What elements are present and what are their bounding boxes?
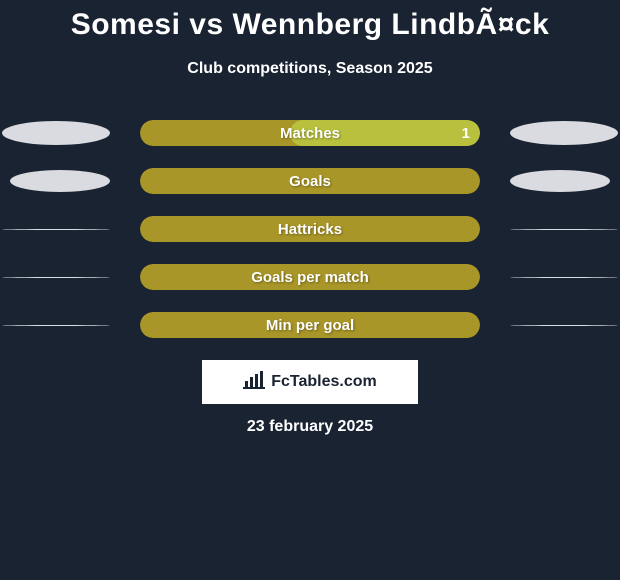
- bar-value-right: 1: [462, 120, 470, 146]
- stat-bar: Min per goal: [140, 312, 480, 338]
- ellipse-placeholder: [510, 325, 618, 326]
- chart-icon: [243, 371, 265, 394]
- ellipse-placeholder: [510, 277, 618, 278]
- ellipse-placeholder: [510, 229, 618, 230]
- ellipse-placeholder: [2, 325, 110, 326]
- logo-inner: FcTables.com: [243, 371, 377, 394]
- stat-row: Goals per match: [0, 264, 620, 290]
- stat-bar: Goals: [140, 168, 480, 194]
- stat-rows: Matches1 Goals Hattricks Goals per match Min…: [0, 120, 620, 338]
- player-left-ellipse: [10, 170, 110, 192]
- stat-bar: Hattricks: [140, 216, 480, 242]
- ellipse-placeholder: [2, 229, 110, 230]
- page-title: Somesi vs Wennberg LindbÃ¤ck: [0, 8, 620, 42]
- stat-row: Hattricks: [0, 216, 620, 242]
- bar-label: Goals: [140, 168, 480, 194]
- stat-bar: Goals per match: [140, 264, 480, 290]
- logo-text: FcTables.com: [271, 373, 377, 391]
- stat-row: Matches1: [0, 120, 620, 146]
- stat-row: Min per goal: [0, 312, 620, 338]
- stat-row: Goals: [0, 168, 620, 194]
- player-right-ellipse: [510, 121, 618, 145]
- bar-label: Goals per match: [140, 264, 480, 290]
- infographic-container: Somesi vs Wennberg LindbÃ¤ck Club compet…: [0, 0, 620, 436]
- ellipse-placeholder: [2, 277, 110, 278]
- player-right-ellipse: [510, 170, 610, 192]
- bar-label: Hattricks: [140, 216, 480, 242]
- stat-bar: Matches1: [140, 120, 480, 146]
- subtitle: Club competitions, Season 2025: [0, 60, 620, 78]
- bar-label: Min per goal: [140, 312, 480, 338]
- date-line: 23 february 2025: [0, 418, 620, 436]
- logo-box: FcTables.com: [202, 360, 418, 404]
- player-left-ellipse: [2, 121, 110, 145]
- bar-label: Matches: [140, 120, 480, 146]
